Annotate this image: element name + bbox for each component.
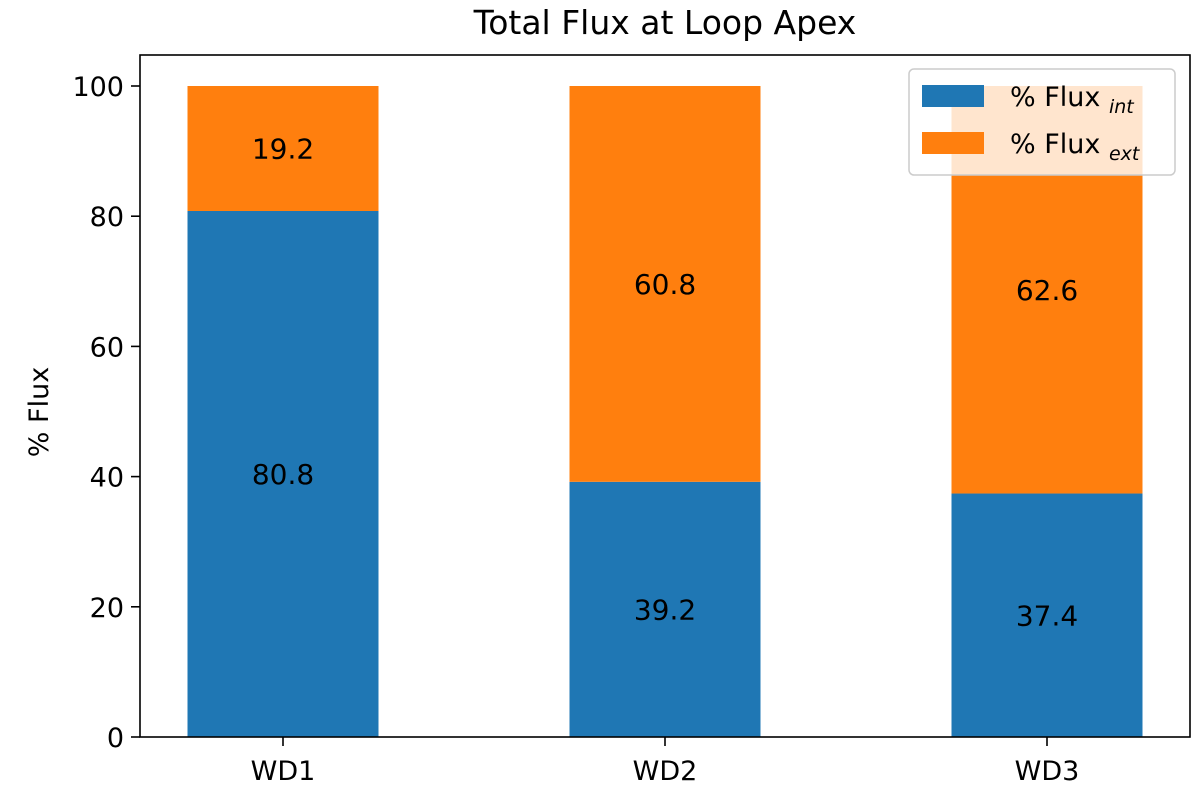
bar-value-label: 60.8 [634, 268, 696, 301]
bar-value-label: 39.2 [634, 593, 696, 626]
x-tick-label: WD1 [251, 756, 316, 787]
legend-entry-ext: % Flux ext [1010, 129, 1141, 165]
legend-swatch-ext [922, 132, 984, 154]
y-tick-label: 100 [72, 72, 124, 103]
y-axis-label: % Flux [24, 367, 55, 457]
chart-title: Total Flux at Loop Apex [473, 3, 857, 42]
legend-entry-name: % Flux [1010, 82, 1109, 113]
bar-value-label: 19.2 [252, 132, 314, 165]
bars-group [187, 86, 1143, 737]
x-tick-label: WD3 [1015, 756, 1080, 787]
y-tick-label: 80 [90, 202, 124, 233]
bar-value-label: 37.4 [1016, 599, 1078, 632]
legend-entry-subscript: ext [1109, 143, 1141, 165]
legend-entry-subscript: int [1109, 96, 1135, 118]
y-tick-label: 0 [107, 723, 124, 754]
legend-entry-name: % Flux [1010, 129, 1109, 160]
y-tick-label: 40 [90, 463, 124, 494]
bar-labels-group: 80.8 19.2 39.2 60.8 37.4 62.6 [252, 132, 1078, 632]
y-tick-label: 20 [90, 593, 124, 624]
bar-wd2-int [569, 481, 761, 737]
bar-wd3-int [951, 493, 1143, 737]
legend-entry-int: % Flux int [1010, 82, 1135, 118]
legend-swatch-int [922, 85, 984, 107]
x-axis: WD1 WD2 WD3 [251, 737, 1080, 787]
bar-wd2-ext [569, 86, 761, 482]
bar-value-label: 80.8 [252, 458, 314, 491]
bar-value-label: 62.6 [1016, 274, 1078, 307]
x-tick-label: WD2 [633, 756, 698, 787]
y-axis: 0 20 40 60 80 100 [72, 72, 140, 754]
bar-wd1-int [187, 210, 379, 737]
legend: % Flux int% Flux ext [908, 68, 1176, 176]
y-tick-label: 60 [90, 332, 124, 363]
bar-wd1-ext [187, 86, 379, 211]
